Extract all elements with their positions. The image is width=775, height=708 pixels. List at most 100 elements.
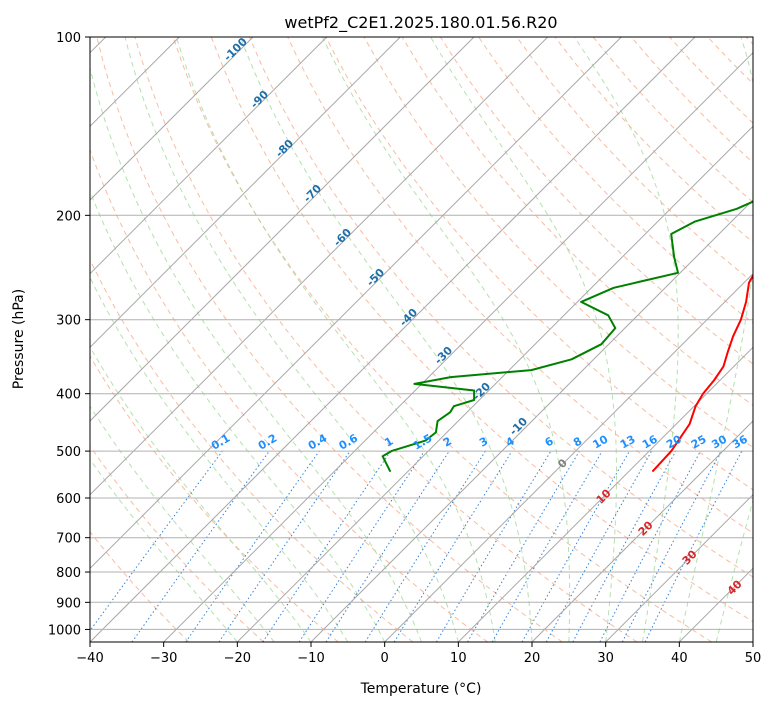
dry-adiabat-line <box>478 37 753 324</box>
moist-adiabat-line <box>90 345 312 642</box>
mixing-ratio-line <box>572 450 677 642</box>
x-tick-label: −30 <box>150 651 177 666</box>
mixing-ratio-label: 13 <box>618 433 638 452</box>
isotherm-line <box>90 37 549 496</box>
moist-adiabat-line <box>430 37 617 642</box>
x-axis-title: Temperature (°C) <box>360 681 482 697</box>
x-tick-label: 20 <box>524 651 541 666</box>
y-tick-label: 600 <box>56 492 81 507</box>
isotherm-label: -100 <box>221 35 250 64</box>
mixing-ratio-line <box>298 450 425 642</box>
x-tick-label: −20 <box>224 651 251 666</box>
mixing-ratio-label: 0.2 <box>256 432 279 453</box>
mixing-ratio-label: 1.5 <box>411 432 434 453</box>
isotherm-label: -80 <box>273 137 296 160</box>
mixing-ratio-line <box>644 450 743 642</box>
mixing-ratio-line <box>131 450 270 642</box>
moist-adiabat-line <box>90 189 386 642</box>
y-tick-label: 400 <box>56 388 81 403</box>
isotherm-label: -70 <box>301 182 324 205</box>
mixing-ratio-line <box>262 450 392 642</box>
x-tick-label: 40 <box>671 651 688 666</box>
mixing-ratio-line <box>545 450 653 642</box>
chart-title: wetPf2_C2E1.2025.180.01.56.R20 <box>284 13 557 33</box>
dewpoint-line <box>381 200 753 472</box>
mixing-ratio-line <box>467 450 580 642</box>
y-tick-label: 700 <box>56 532 81 547</box>
dry-adiabat-line <box>249 37 753 578</box>
dry-adiabat-line <box>210 37 753 623</box>
dry-adiabat-line <box>745 37 753 45</box>
isotherm-line <box>163 51 753 642</box>
mixing-ratio-label: 30 <box>709 432 729 451</box>
y-tick-label: 900 <box>56 596 81 611</box>
isotherm-line <box>90 37 622 570</box>
isotherm-label: -50 <box>364 266 387 289</box>
y-tick-label: 800 <box>56 566 81 581</box>
dry-adiabat-line <box>592 37 753 203</box>
dry-adiabat-line <box>401 37 753 406</box>
mixing-ratio-labels: 0.1 0.2 0.4 0.6 1 1.5 2 3 4 6 8 10 13 16 20 25 30 36 <box>209 431 750 452</box>
isotherm-line <box>310 199 753 642</box>
x-tick-label: 0 <box>381 651 389 666</box>
moist-adiabat-line <box>90 458 238 642</box>
mixing-ratio-label: 1 <box>382 435 395 450</box>
moist-adiabat-line <box>124 37 459 642</box>
isotherm-line <box>90 37 475 422</box>
isotherm-label: -40 <box>397 306 420 329</box>
isotherm-line <box>236 125 753 642</box>
isotherm-line <box>90 37 696 642</box>
isotherm-label: -90 <box>248 88 271 111</box>
dry-adiabat-line <box>172 37 712 642</box>
x-tick-label: −10 <box>297 651 324 666</box>
adiabat-labels: 0 10 20 30 40 <box>555 456 745 598</box>
dry-adiabat-line <box>90 355 339 642</box>
mixing-ratio-label: 25 <box>689 433 709 452</box>
y-axis: 100 200 300 400 500 600 700 800 900 1000 <box>48 31 90 638</box>
mixing-ratio-line <box>325 450 450 642</box>
isotherm-labels: -100-90-80-70-60-50-40-30-20-10 <box>221 35 530 438</box>
mixing-ratio-label: 16 <box>640 432 660 451</box>
dry-adiabat-line <box>90 148 488 642</box>
dry-adiabat-line <box>439 37 753 365</box>
isotherm-line <box>384 272 753 642</box>
dry-adiabat-line <box>516 37 753 284</box>
moist-adiabat-line <box>90 276 349 642</box>
mixing-ratio-line <box>218 450 351 642</box>
dry-adiabat-line <box>96 37 563 642</box>
mixing-ratio-label: 0.4 <box>306 431 330 452</box>
x-axis: −40 −30 −20 −10 0 10 20 30 40 50 <box>76 642 761 666</box>
mixing-ratio-line <box>435 450 552 642</box>
y-tick-label: 200 <box>56 209 81 224</box>
isotherm-label: -10 <box>507 415 530 438</box>
background-lines <box>90 37 753 642</box>
moist-adiabat-line <box>90 65 422 642</box>
isotherm-line <box>605 493 753 642</box>
mixing-ratio-label: 0.1 <box>209 432 232 453</box>
isotherm-line <box>90 37 401 349</box>
dry-adiabat-line <box>287 37 753 534</box>
y-tick-label: 500 <box>56 445 81 460</box>
mixing-ratio-label: 10 <box>590 432 610 451</box>
dry-adiabat-line <box>90 531 190 642</box>
y-axis-title: Pressure (hPa) <box>11 289 27 389</box>
moist-adiabat-line <box>239 37 533 642</box>
isotherm-line <box>531 420 753 642</box>
mixing-ratio-label: 36 <box>730 432 750 451</box>
mixing-ratio-line <box>521 450 630 642</box>
y-tick-label: 1000 <box>48 623 81 638</box>
isotherm-line <box>90 37 254 201</box>
series-layer <box>381 200 753 472</box>
pressure-grid <box>90 37 753 630</box>
y-tick-label: 100 <box>56 31 81 46</box>
dry-adiabat-line <box>90 445 264 642</box>
dry-adiabat-line <box>707 37 753 85</box>
x-tick-label: 30 <box>597 651 614 666</box>
mixing-ratio-line <box>364 450 486 642</box>
moist-adiabat-line <box>715 498 753 642</box>
plot-frame <box>89 36 754 643</box>
moist-adiabat-line <box>175 37 496 642</box>
moist-adiabat-line <box>574 37 679 642</box>
x-tick-label: −40 <box>76 651 103 666</box>
dry-adiabat-line <box>90 258 414 642</box>
